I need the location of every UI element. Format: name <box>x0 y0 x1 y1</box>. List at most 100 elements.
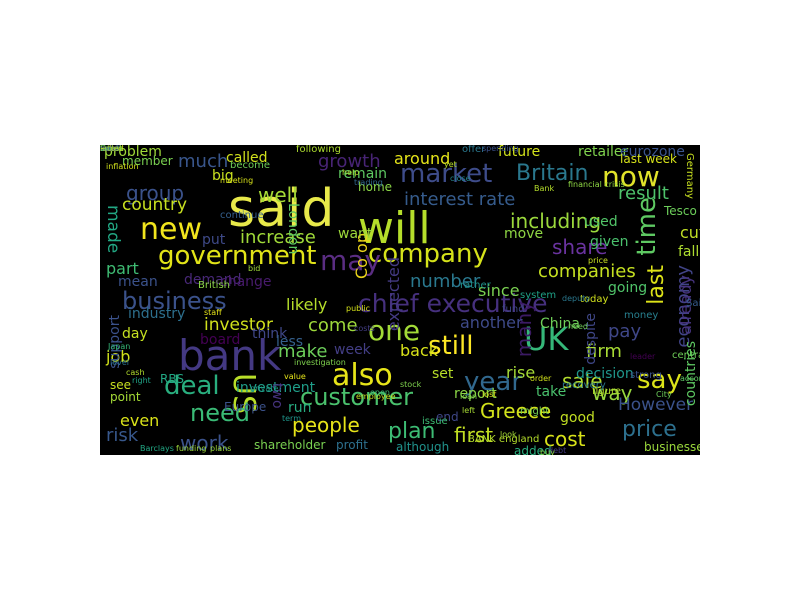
word-said: said <box>228 179 335 239</box>
word-open: open <box>370 388 390 397</box>
word-back: back <box>400 341 439 360</box>
word-late: late <box>100 145 116 153</box>
word-called: called <box>226 150 268 166</box>
word-figure: figure <box>592 386 622 397</box>
word-staff: staff <box>204 308 222 317</box>
word-board: board <box>200 332 241 348</box>
word-industry: industry <box>128 306 186 322</box>
word-held: held <box>100 145 118 153</box>
word-last-week: last week <box>620 152 677 166</box>
word-profit: profit <box>336 438 368 452</box>
word-decision: decision <box>576 366 634 382</box>
word-time: time <box>632 197 662 256</box>
word-two: two <box>269 383 285 409</box>
word-employee: employee <box>356 392 396 401</box>
word-become: become <box>230 160 271 171</box>
word-much: much <box>178 151 229 172</box>
word-financial-crisis: financial crisis <box>568 180 625 189</box>
word-greek: Greek <box>100 145 124 153</box>
word-need: need <box>190 399 250 427</box>
word-fund: fund <box>502 304 525 315</box>
word-deputy: deputy <box>562 294 591 303</box>
word-may: may <box>320 244 382 277</box>
word-rather: rather <box>460 280 491 291</box>
word-another: another <box>460 313 523 332</box>
word-chief-executive: chief executive <box>358 289 548 318</box>
word-want: want <box>338 226 373 242</box>
word-tax: tax <box>100 145 113 153</box>
word-remain: remain <box>338 166 388 182</box>
word-bid: bid <box>248 264 261 273</box>
word-might: might <box>520 406 550 417</box>
word-day: day <box>122 326 148 342</box>
word-strong: strong <box>630 370 662 381</box>
word-plan: plan <box>388 419 436 444</box>
word-think: think <box>252 326 288 342</box>
word-close: close <box>450 174 471 183</box>
word-less: less <box>276 334 304 350</box>
word-firm: firm <box>586 341 622 362</box>
word-fall: fall <box>678 244 700 260</box>
word-costs: costs <box>354 324 375 333</box>
word-week: week <box>334 342 371 358</box>
word-end: end <box>436 410 459 424</box>
word-central-bank: central bank <box>672 350 700 361</box>
word-good: good <box>560 410 595 426</box>
word-bank: bank <box>178 331 282 380</box>
word-latest: latest <box>100 145 123 153</box>
word-run: run <box>288 400 312 416</box>
word-member: member <box>122 154 173 168</box>
word-since: since <box>478 281 520 300</box>
word-one: one <box>368 314 421 347</box>
word-new: new <box>140 212 203 247</box>
word-sainsbury: Sainsbury <box>686 298 700 309</box>
word-people: people <box>292 413 360 437</box>
word-going: going <box>608 280 648 296</box>
word-price: price <box>588 256 608 265</box>
word-move: move <box>504 226 544 242</box>
word-term: term <box>282 414 301 423</box>
word-yet: yet <box>444 160 457 169</box>
word-well: well <box>258 183 298 207</box>
word-used: used <box>584 214 618 230</box>
word-make: make <box>278 341 328 362</box>
word-deal: deal <box>164 371 220 401</box>
word-today: today <box>580 294 609 305</box>
word-order: order <box>530 374 552 383</box>
word-group: group <box>126 181 185 205</box>
word-continue: continue <box>220 210 264 221</box>
word-set: set <box>432 366 454 382</box>
word-help: help <box>342 168 360 177</box>
word-sale: sale <box>562 369 603 393</box>
word-including: including <box>510 209 602 233</box>
word-however: However <box>618 395 694 415</box>
word-companies: companies <box>538 261 636 282</box>
word-following: following <box>296 145 341 155</box>
word-greece: Greece <box>480 399 552 423</box>
word-also: also <box>332 358 393 393</box>
word-public: public <box>346 304 371 313</box>
word-china: China <box>540 316 580 332</box>
word-although: although <box>396 440 450 454</box>
word-britain: Britain <box>516 161 589 186</box>
word-investigation: investigation <box>294 358 346 367</box>
word-growth: growth <box>318 151 381 172</box>
word-system: system <box>520 290 557 301</box>
word-barclays: Barclays <box>140 444 174 453</box>
word-meeting: meeting <box>220 176 254 185</box>
word-issue: issue <box>422 416 448 427</box>
word-number: number <box>410 271 481 292</box>
word-japan: Japan <box>108 342 131 351</box>
word-around: around <box>394 149 451 168</box>
word-given: given <box>590 234 629 250</box>
word-sell: sell <box>100 145 114 153</box>
word-left: left <box>462 406 475 415</box>
word-cloud-panel: said bank will government company new market al… <box>100 145 700 455</box>
word-increase: increase <box>240 227 316 248</box>
word-weak: weak <box>100 145 121 153</box>
word-city: City <box>656 390 672 399</box>
word-right: right <box>132 376 151 385</box>
word-investor: investor <box>204 315 273 335</box>
word-offer: offer <box>462 145 486 155</box>
word-government: government <box>158 241 317 271</box>
